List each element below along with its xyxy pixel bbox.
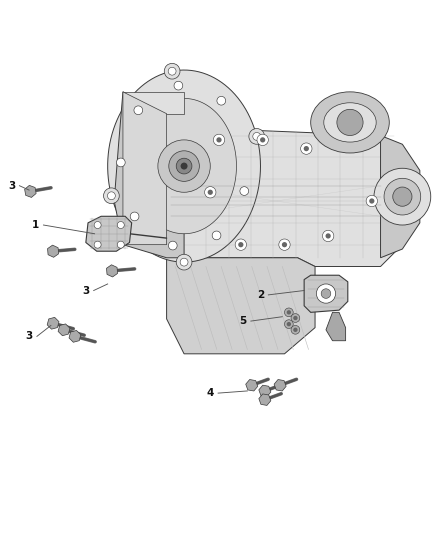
Polygon shape bbox=[48, 245, 59, 257]
Circle shape bbox=[384, 179, 421, 215]
Circle shape bbox=[285, 320, 293, 328]
Circle shape bbox=[169, 151, 199, 181]
Circle shape bbox=[253, 133, 261, 140]
Circle shape bbox=[325, 233, 331, 239]
Circle shape bbox=[208, 190, 213, 195]
Circle shape bbox=[176, 158, 192, 174]
Ellipse shape bbox=[311, 92, 389, 153]
Polygon shape bbox=[274, 379, 286, 391]
Circle shape bbox=[260, 138, 265, 142]
Polygon shape bbox=[166, 127, 403, 266]
Polygon shape bbox=[86, 216, 132, 251]
Circle shape bbox=[117, 222, 124, 229]
Text: 4: 4 bbox=[207, 388, 214, 398]
Polygon shape bbox=[304, 275, 348, 312]
Circle shape bbox=[94, 241, 101, 248]
Polygon shape bbox=[246, 379, 258, 391]
Circle shape bbox=[117, 241, 124, 248]
Polygon shape bbox=[259, 394, 271, 406]
Polygon shape bbox=[381, 135, 420, 258]
Circle shape bbox=[240, 187, 249, 196]
Circle shape bbox=[304, 146, 309, 151]
Circle shape bbox=[158, 140, 210, 192]
Circle shape bbox=[180, 258, 188, 266]
Polygon shape bbox=[58, 324, 70, 336]
Circle shape bbox=[235, 239, 247, 251]
Circle shape bbox=[316, 284, 336, 303]
Circle shape bbox=[164, 63, 180, 79]
Circle shape bbox=[287, 310, 291, 314]
Circle shape bbox=[279, 239, 290, 251]
Circle shape bbox=[134, 106, 143, 115]
Circle shape bbox=[285, 308, 293, 317]
Polygon shape bbox=[132, 99, 237, 234]
Text: 3: 3 bbox=[25, 332, 33, 341]
Circle shape bbox=[249, 128, 265, 144]
Polygon shape bbox=[108, 70, 261, 262]
Polygon shape bbox=[123, 92, 166, 245]
Circle shape bbox=[300, 143, 312, 154]
Circle shape bbox=[216, 138, 222, 142]
Circle shape bbox=[293, 316, 297, 320]
Circle shape bbox=[393, 187, 412, 206]
Circle shape bbox=[94, 222, 101, 229]
Circle shape bbox=[107, 192, 115, 200]
Circle shape bbox=[293, 328, 297, 332]
Polygon shape bbox=[69, 330, 81, 342]
Circle shape bbox=[369, 198, 374, 204]
Circle shape bbox=[212, 231, 221, 240]
Text: 3: 3 bbox=[82, 286, 89, 295]
Text: 2: 2 bbox=[257, 290, 264, 300]
Circle shape bbox=[291, 326, 300, 334]
Circle shape bbox=[322, 230, 334, 241]
Circle shape bbox=[282, 242, 287, 247]
Polygon shape bbox=[47, 317, 59, 329]
Circle shape bbox=[257, 134, 268, 146]
Circle shape bbox=[130, 212, 139, 221]
Circle shape bbox=[117, 158, 125, 167]
Circle shape bbox=[291, 313, 300, 322]
Polygon shape bbox=[326, 312, 346, 341]
Circle shape bbox=[366, 195, 378, 207]
Polygon shape bbox=[259, 385, 271, 397]
Text: 1: 1 bbox=[32, 220, 39, 230]
Polygon shape bbox=[123, 92, 184, 114]
Circle shape bbox=[205, 187, 216, 198]
Circle shape bbox=[103, 188, 119, 204]
Circle shape bbox=[168, 67, 176, 75]
Circle shape bbox=[168, 241, 177, 250]
Polygon shape bbox=[114, 92, 184, 258]
Text: 5: 5 bbox=[240, 316, 247, 326]
Circle shape bbox=[238, 242, 244, 247]
Circle shape bbox=[321, 289, 331, 298]
Circle shape bbox=[174, 81, 183, 90]
Circle shape bbox=[374, 168, 431, 225]
Circle shape bbox=[213, 134, 225, 146]
Polygon shape bbox=[106, 265, 117, 277]
Circle shape bbox=[217, 96, 226, 105]
Circle shape bbox=[287, 322, 291, 326]
Circle shape bbox=[337, 109, 363, 135]
Polygon shape bbox=[166, 258, 315, 354]
Circle shape bbox=[180, 163, 187, 169]
Circle shape bbox=[176, 254, 192, 270]
Ellipse shape bbox=[324, 103, 376, 142]
Text: 3: 3 bbox=[8, 181, 15, 191]
Polygon shape bbox=[25, 185, 36, 197]
